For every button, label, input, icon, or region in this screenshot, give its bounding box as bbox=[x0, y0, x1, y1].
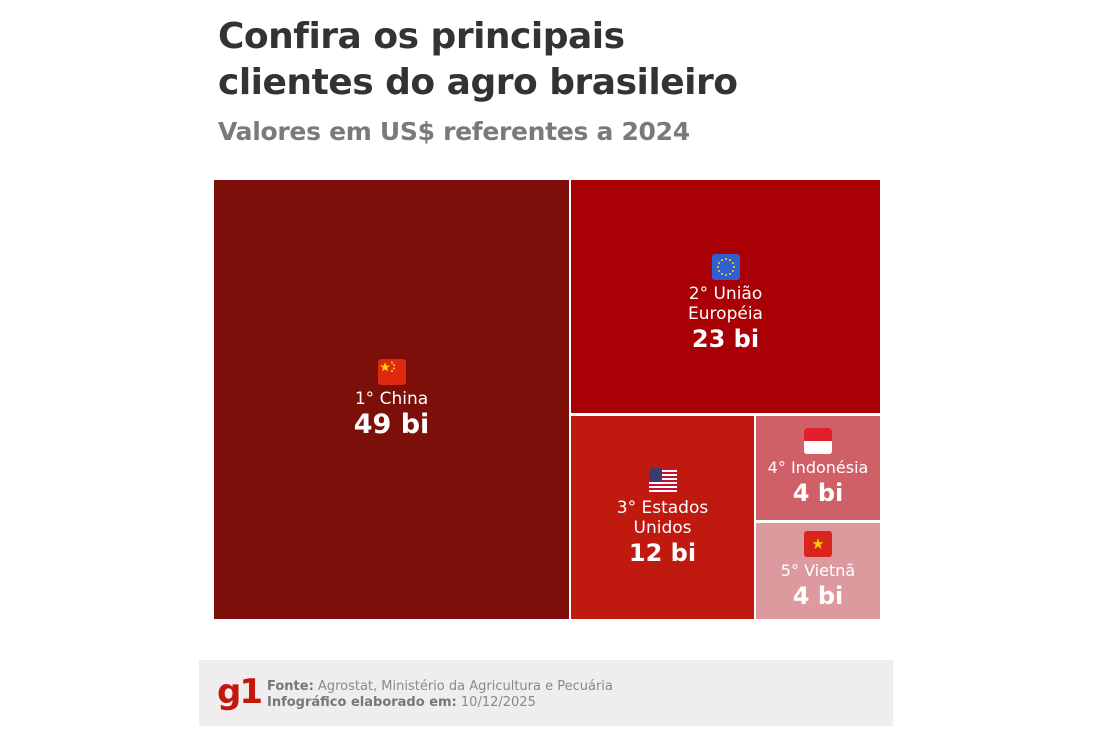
chart-title: Confira os principais clientes do agro b… bbox=[218, 14, 738, 106]
cell-label: 5° Vietnã bbox=[781, 561, 855, 581]
treemap-cell-eu: 2° União Européia 23 bi bbox=[571, 180, 880, 413]
title-line-2: clientes do agro brasileiro bbox=[218, 62, 738, 103]
source-label: Fonte: bbox=[267, 679, 314, 694]
source-line: Fonte: Agrostat, Ministério da Agricultu… bbox=[267, 679, 613, 695]
cell-rank: 5° bbox=[780, 561, 799, 580]
cell-rank: 1° bbox=[354, 388, 375, 409]
cell-value: 12 bi bbox=[628, 538, 697, 567]
footer-source: g1 Fonte: Agrostat, Ministério da Agricu… bbox=[199, 660, 893, 726]
chart-subtitle: Valores em US$ referentes a 2024 bbox=[218, 117, 690, 146]
cell-label: 4° Indonésia bbox=[768, 458, 869, 478]
cell-country: Estados Unidos bbox=[633, 497, 709, 538]
eu-flag-icon bbox=[711, 253, 740, 280]
treemap-cell-indonesia: 4° Indonésia 4 bi bbox=[756, 416, 880, 520]
cell-value: 4 bi bbox=[792, 582, 844, 610]
title-line-1: Confira os principais bbox=[218, 16, 625, 57]
date-line: Infográfico elaborado em: 10/12/2025 bbox=[267, 695, 613, 711]
footer-text: Fonte: Agrostat, Ministério da Agricultu… bbox=[267, 679, 613, 711]
vietnam-flag-icon bbox=[804, 531, 832, 557]
cell-rank: 2° bbox=[688, 283, 709, 304]
cell-country: Indonésia bbox=[790, 458, 869, 477]
treemap-chart: 1° China 49 bi 2° União Européia 23 bi bbox=[214, 180, 880, 619]
china-flag-icon bbox=[377, 358, 406, 385]
cell-country: Vietnã bbox=[804, 561, 856, 580]
treemap-cell-vietnam: 5° Vietnã 4 bi bbox=[756, 523, 880, 619]
cell-country: União Européia bbox=[688, 283, 763, 324]
cell-label: 2° União Européia bbox=[656, 284, 796, 324]
cell-value: 4 bi bbox=[792, 479, 844, 507]
indonesia-flag-icon bbox=[804, 428, 832, 454]
cell-value: 49 bi bbox=[353, 408, 430, 440]
cell-country: China bbox=[379, 388, 429, 409]
cell-rank: 4° bbox=[767, 458, 786, 477]
date-label: Infográfico elaborado em: bbox=[267, 695, 457, 710]
cell-label: 1° China bbox=[355, 389, 428, 409]
source-value: Agrostat, Ministério da Agricultura e Pe… bbox=[317, 679, 613, 694]
cell-value: 23 bi bbox=[691, 324, 760, 353]
treemap-cell-china: 1° China 49 bi bbox=[214, 180, 569, 619]
cell-rank: 3° bbox=[616, 497, 637, 518]
cell-label: 3° Estados Unidos bbox=[598, 498, 728, 538]
treemap-cell-usa: 3° Estados Unidos 12 bi bbox=[571, 416, 754, 619]
date-value: 10/12/2025 bbox=[460, 695, 536, 710]
g1-logo: g1 bbox=[217, 672, 263, 712]
usa-flag-icon bbox=[648, 467, 677, 494]
